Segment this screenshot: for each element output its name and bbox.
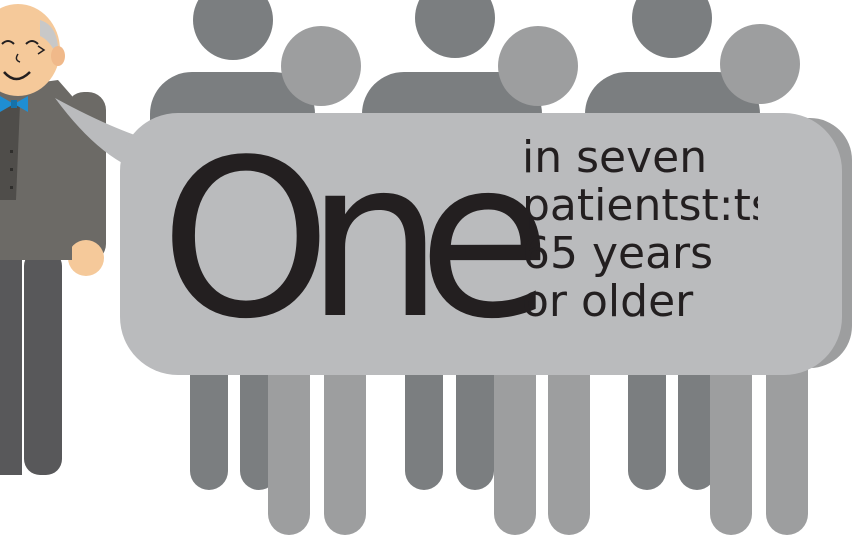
caption-line: 65 years bbox=[522, 230, 714, 278]
caption-line: patientst:ts bbox=[522, 182, 758, 230]
elderly-man-icon bbox=[0, 4, 106, 475]
headline-number: One bbox=[160, 114, 552, 367]
caption-line: in seven bbox=[522, 134, 708, 182]
caption-line: or older bbox=[522, 278, 694, 326]
headline-caption: in seven patientst:ts 65 years or older bbox=[522, 134, 758, 326]
speech-bubble bbox=[55, 98, 842, 375]
